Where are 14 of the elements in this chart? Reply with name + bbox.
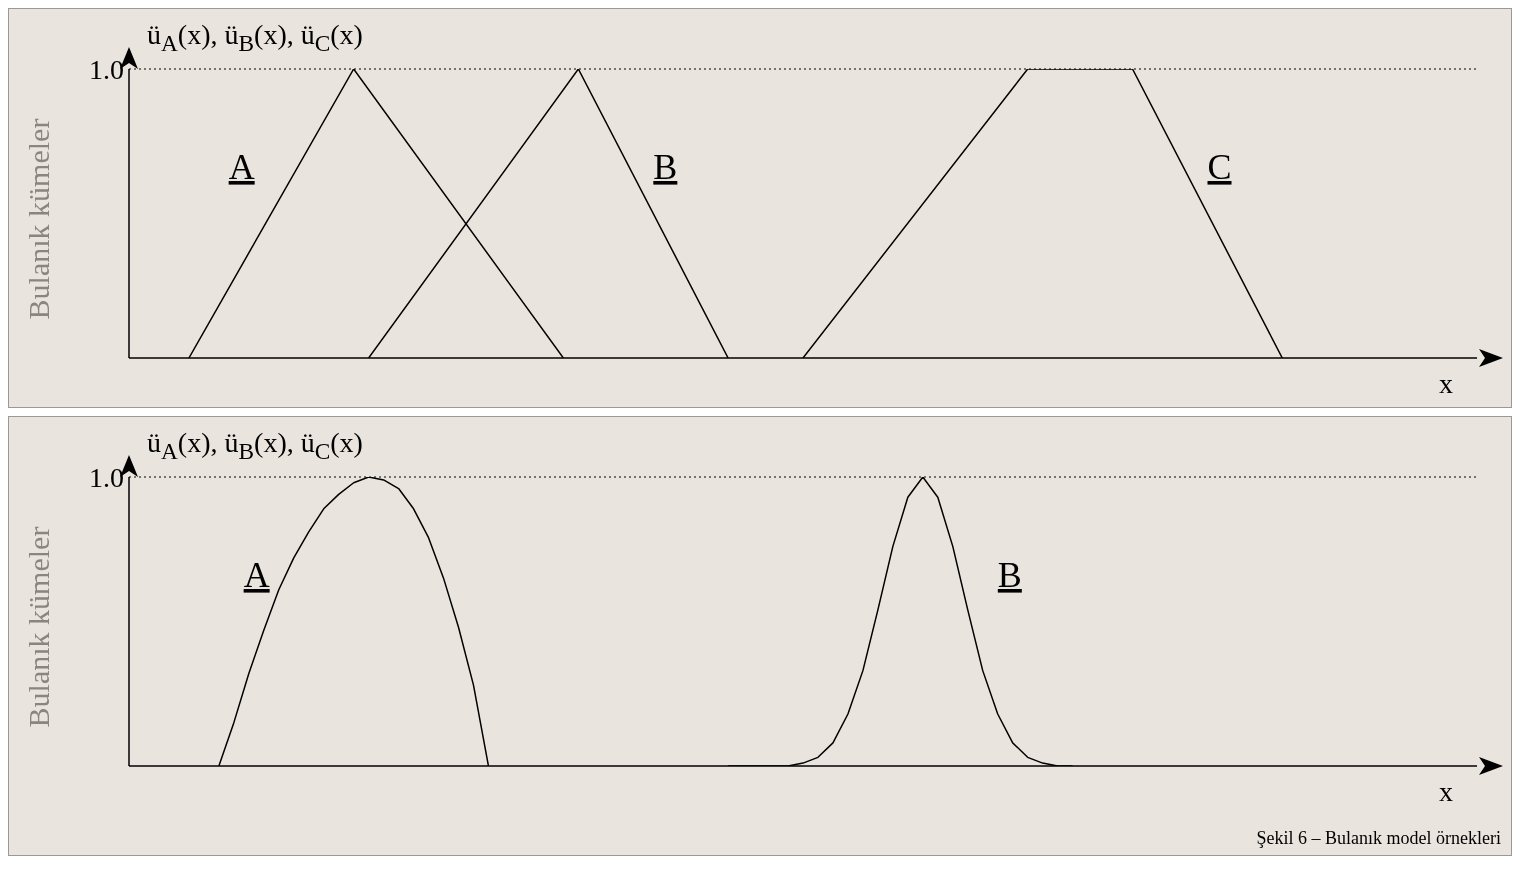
x-axis-title: x — [1439, 776, 1453, 808]
series-label: B — [997, 555, 1022, 595]
ref-line-label: 1.0 — [89, 53, 124, 85]
series-label: C — [1207, 147, 1232, 187]
text: Bulanık kümeler — [22, 526, 56, 728]
series-label: A — [228, 147, 255, 187]
x-axis-title: x — [1439, 368, 1453, 400]
y-axis-title: ü$_{A}$(x), ü$_{B}$(x), ü$_{C}$(x) — [147, 19, 363, 57]
y-axis-title: ü$_{A}$(x), ü$_{B}$(x), ü$_{C}$(x) — [147, 427, 363, 465]
series-label: A — [243, 555, 270, 595]
text: Bulanık kümeler — [22, 118, 56, 320]
text: Şekil 6 – Bulanık model örnekleri — [1256, 828, 1501, 849]
series-label: B — [653, 147, 678, 187]
ref-line-label: 1.0 — [89, 461, 124, 493]
